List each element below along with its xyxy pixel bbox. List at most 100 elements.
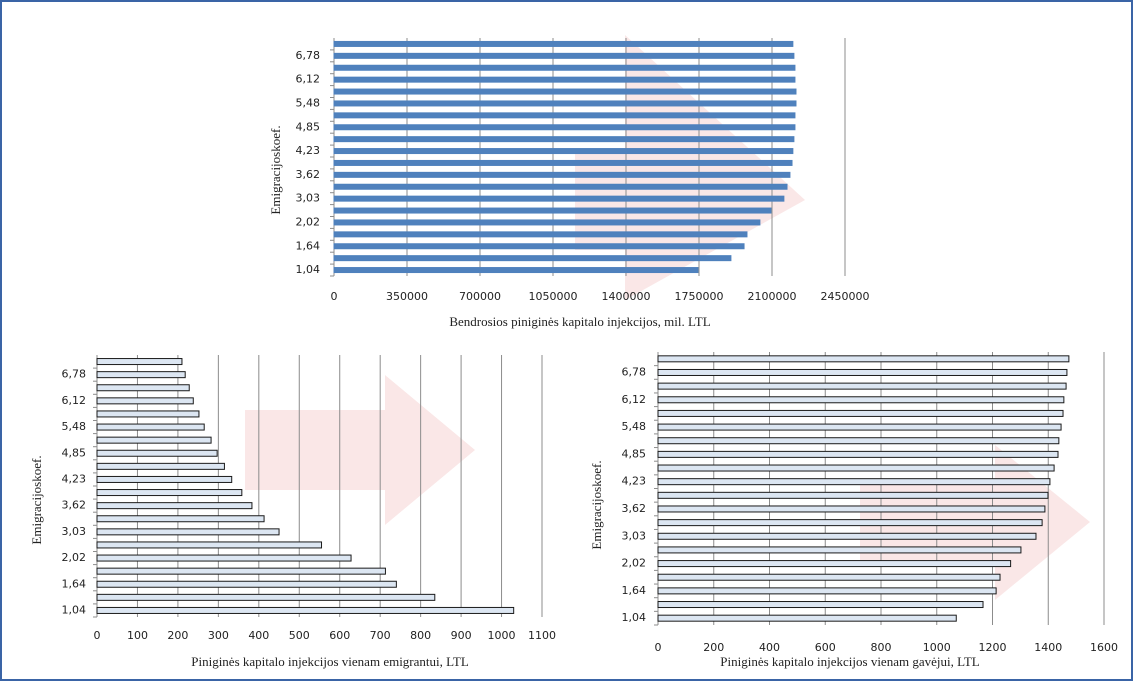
bar xyxy=(657,396,1065,404)
y-tick-label: 6,12 xyxy=(296,73,321,86)
y-tick-label: 1,04 xyxy=(622,611,647,624)
y-axis-title: Emigracijoskoef. xyxy=(29,455,44,544)
y-tick-label: 3,03 xyxy=(622,529,647,542)
bar xyxy=(96,580,397,588)
bar xyxy=(657,560,1012,568)
y-tick-label: 2,02 xyxy=(296,215,321,228)
bar xyxy=(96,449,218,457)
bar xyxy=(333,40,794,47)
y-tick-label: 3,62 xyxy=(62,499,87,512)
y-tick-label: 4,85 xyxy=(622,447,647,460)
bar xyxy=(657,491,1049,499)
y-tick-label: 4,23 xyxy=(622,475,647,488)
bar xyxy=(96,489,243,497)
x-tick-label: 300 xyxy=(208,629,229,642)
bar xyxy=(657,601,984,609)
y-tick-label: 6,78 xyxy=(622,365,647,378)
bar xyxy=(333,52,795,59)
bar xyxy=(96,384,190,392)
y-tick-label: 1,64 xyxy=(62,577,87,590)
y-tick-label: 3,03 xyxy=(62,525,87,538)
y-tick-label: 5,48 xyxy=(62,420,87,433)
bar xyxy=(96,541,323,549)
bar xyxy=(657,614,957,622)
y-tick-label: 3,03 xyxy=(296,192,321,205)
x-tick-label: 400 xyxy=(248,629,269,642)
bar xyxy=(96,567,386,575)
bar xyxy=(333,76,796,83)
x-tick-label: 600 xyxy=(815,641,836,654)
bar xyxy=(96,606,515,614)
y-tick-label: 1,64 xyxy=(296,239,321,252)
bar xyxy=(333,148,794,155)
y-tick-label: 4,23 xyxy=(62,472,87,485)
y-tick-label: 4,23 xyxy=(296,144,321,157)
y-tick-label: 5,48 xyxy=(296,96,321,109)
x-tick-label: 700000 xyxy=(459,290,501,303)
x-tick-label: 400 xyxy=(759,641,780,654)
bar xyxy=(96,593,436,601)
bar xyxy=(657,368,1068,376)
x-axis-title: Piniginės kapitalo injekcijos vienam gav… xyxy=(720,654,980,669)
bar xyxy=(96,358,183,366)
bar xyxy=(657,423,1062,431)
bar xyxy=(333,88,797,95)
y-tick-label: 3,62 xyxy=(296,168,321,181)
bar xyxy=(96,410,200,418)
x-tick-label: 200 xyxy=(703,641,724,654)
x-tick-label: 1100 xyxy=(528,629,556,642)
y-tick-label: 6,12 xyxy=(62,394,87,407)
bar xyxy=(96,502,253,510)
x-axis-title: Bendrosios piniginės kapitalo injekcijos… xyxy=(449,314,710,329)
x-tick-label: 350000 xyxy=(386,290,428,303)
y-axis-title: Emigracijoskoef. xyxy=(268,125,283,214)
bar xyxy=(96,436,212,444)
x-tick-label: 800 xyxy=(871,641,892,654)
x-tick-label: 500 xyxy=(289,629,310,642)
bar xyxy=(657,409,1064,417)
x-tick-label: 1400000 xyxy=(602,290,651,303)
bar xyxy=(333,64,796,71)
bar xyxy=(96,528,280,536)
x-tick-label: 100 xyxy=(127,629,148,642)
x-tick-label: 1400 xyxy=(1034,641,1062,654)
x-tick-label: 2100000 xyxy=(748,290,797,303)
y-tick-label: 2,02 xyxy=(622,557,647,570)
bar xyxy=(96,397,194,405)
bar xyxy=(333,255,732,262)
y-tick-label: 1,04 xyxy=(62,603,87,616)
bar xyxy=(333,112,796,119)
x-tick-label: 700 xyxy=(370,629,391,642)
bar xyxy=(333,231,748,238)
x-tick-label: 600 xyxy=(329,629,350,642)
bar xyxy=(333,136,795,143)
y-tick-label: 4,85 xyxy=(296,120,321,133)
y-tick-label: 6,12 xyxy=(622,393,647,406)
bar xyxy=(96,515,265,523)
bar xyxy=(657,587,997,595)
x-tick-label: 1050000 xyxy=(529,290,578,303)
bar xyxy=(333,100,797,107)
x-tick-label: 1000 xyxy=(488,629,516,642)
y-tick-label: 1,04 xyxy=(296,263,321,276)
x-tick-label: 1000 xyxy=(923,641,951,654)
bar xyxy=(333,159,793,166)
x-tick-label: 1750000 xyxy=(675,290,724,303)
y-tick-label: 4,85 xyxy=(62,446,87,459)
bar xyxy=(96,554,352,562)
bar xyxy=(657,464,1055,472)
y-tick-label: 2,02 xyxy=(62,551,87,564)
bar xyxy=(333,207,772,214)
bar xyxy=(96,475,233,483)
x-tick-label: 800 xyxy=(410,629,431,642)
bar xyxy=(657,573,1001,581)
y-tick-label: 3,62 xyxy=(622,502,647,515)
x-tick-label: 1600 xyxy=(1090,641,1118,654)
x-tick-label: 2450000 xyxy=(821,290,870,303)
bar xyxy=(333,219,761,226)
bar xyxy=(333,183,788,190)
x-tick-label: 0 xyxy=(331,290,338,303)
y-tick-label: 5,48 xyxy=(622,420,647,433)
bar xyxy=(657,382,1067,390)
